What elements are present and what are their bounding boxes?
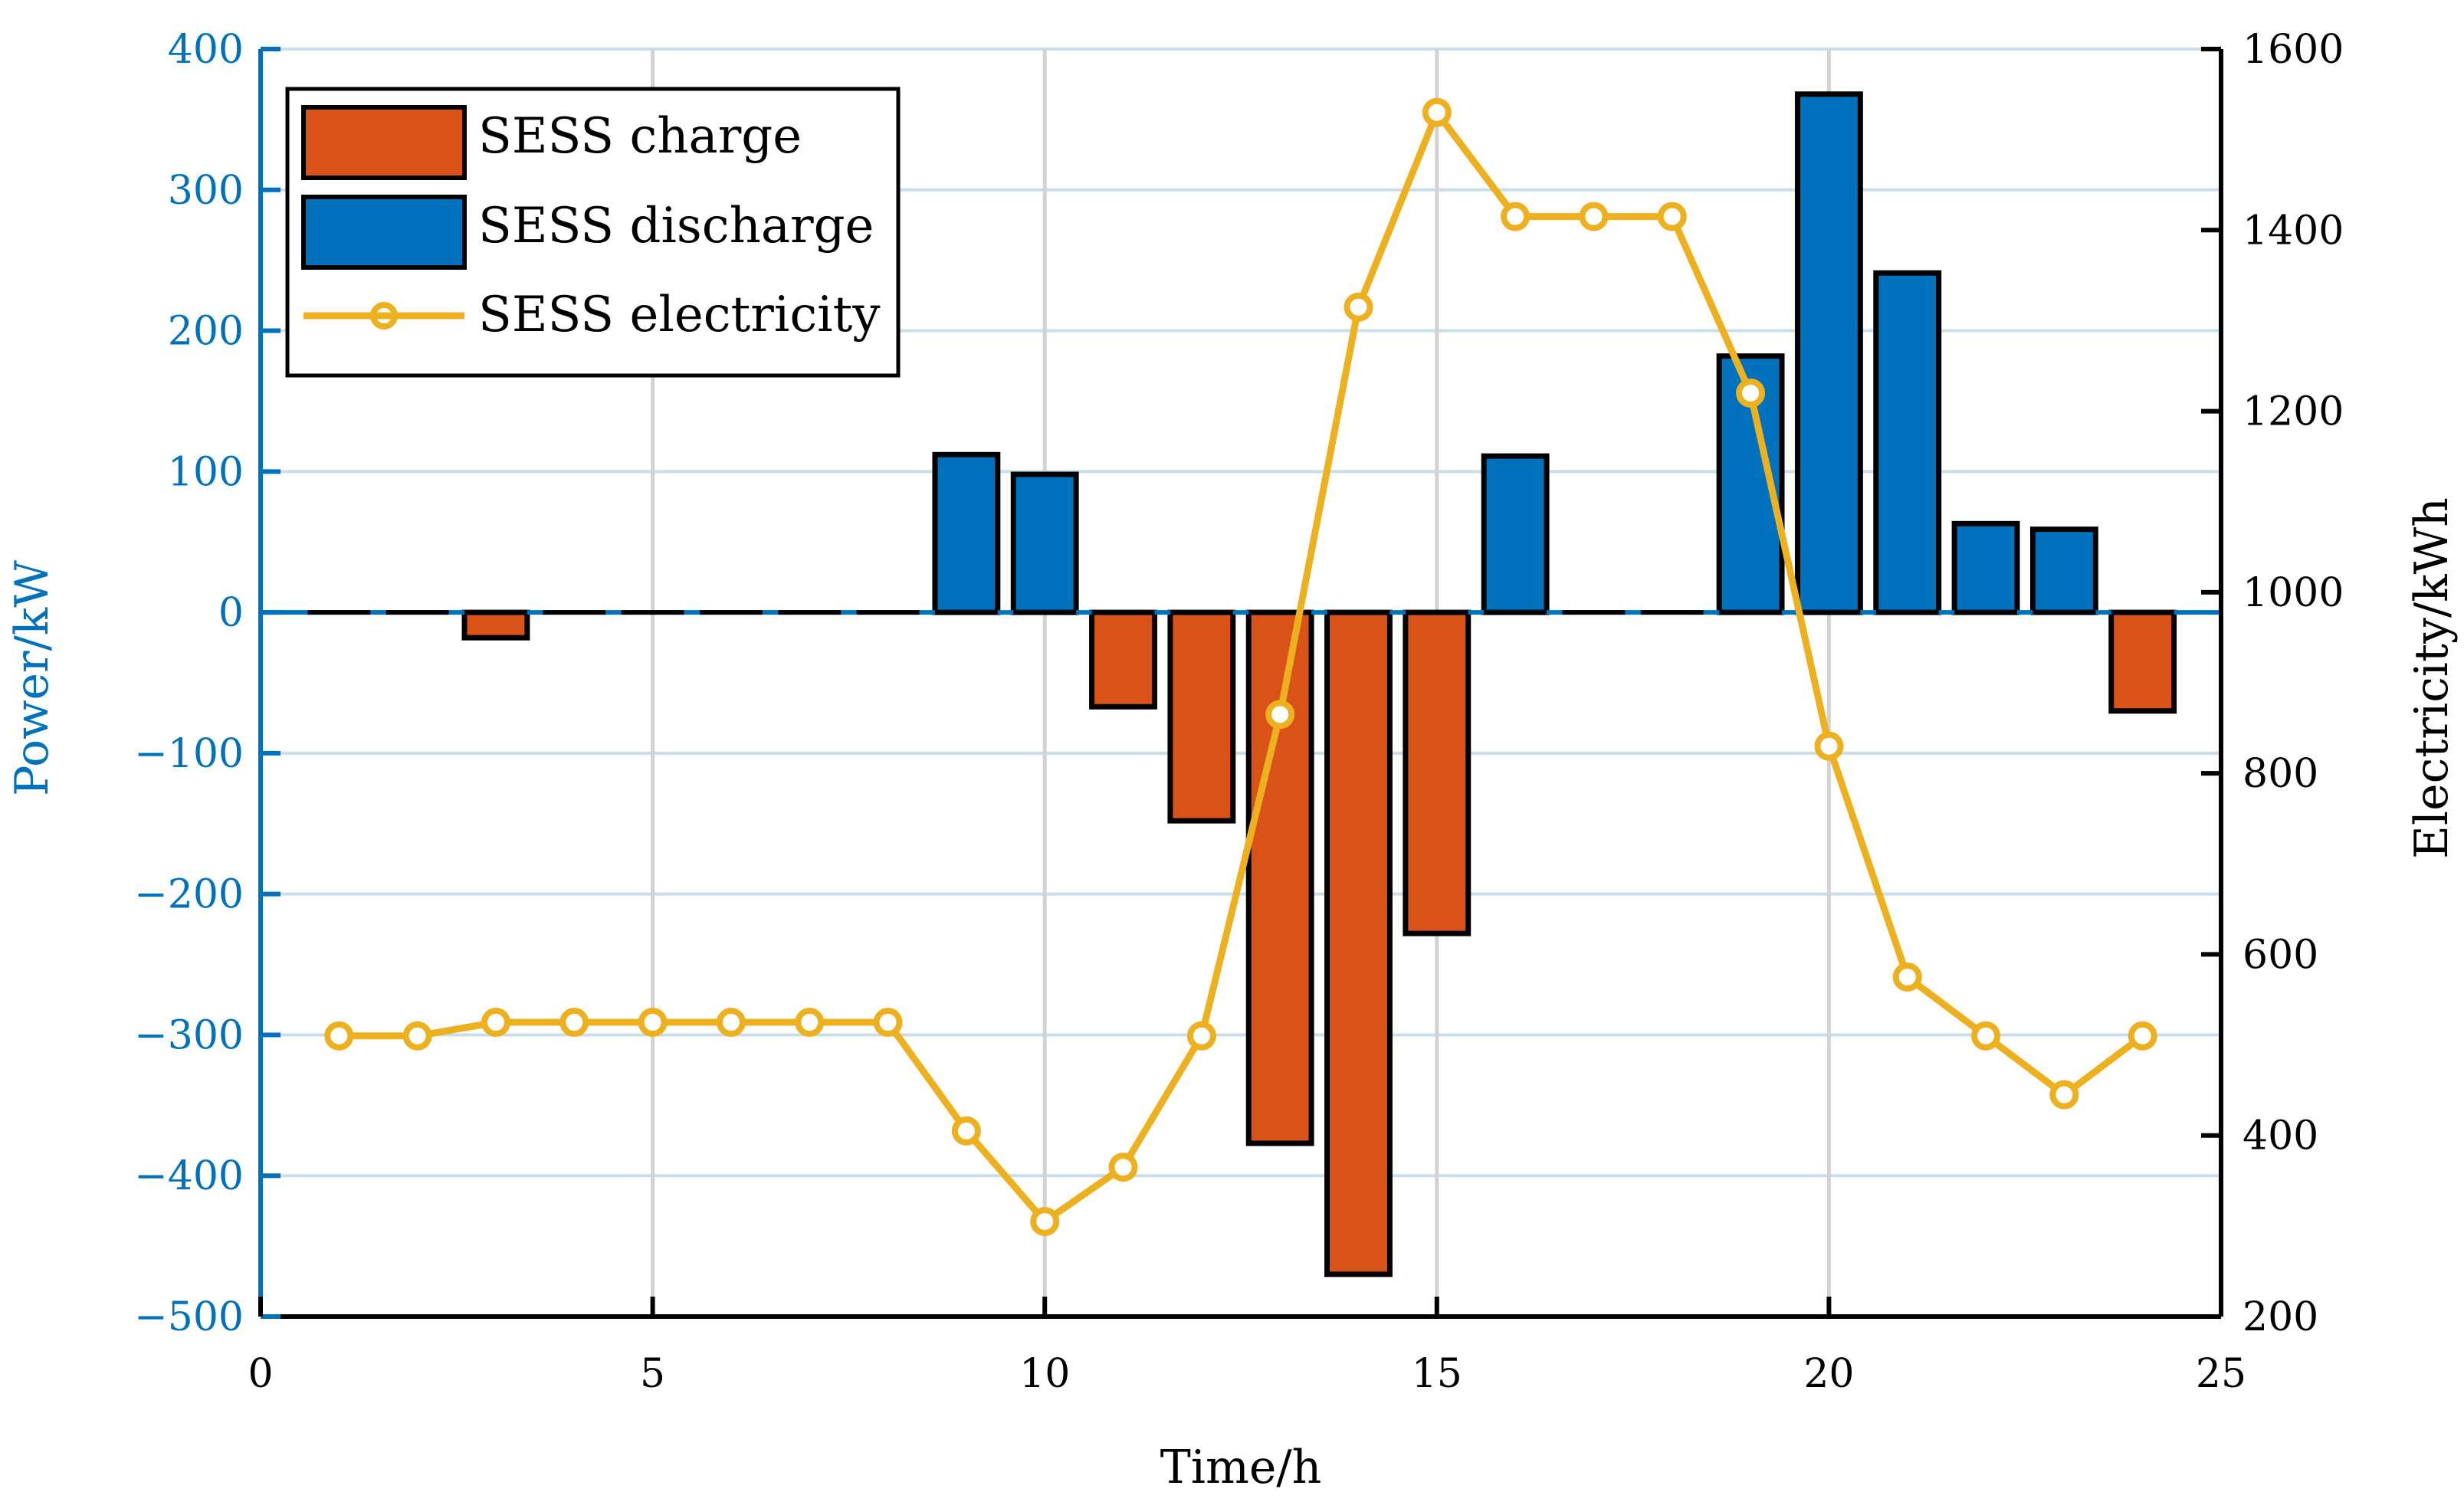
axes-layer [258,49,2223,1319]
x-tick-label: 0 [248,1351,273,1397]
electricity-marker [951,1116,981,1146]
electricity-marker [1814,731,1844,761]
y-right-tick-label: 200 [2243,1294,2318,1340]
electricity-marker [1108,1153,1138,1182]
y-right-tick-label: 1200 [2243,389,2344,435]
electricity-line-layer [324,97,2157,1236]
bar-discharge [1010,471,1079,615]
electricity-marker [1579,202,1609,231]
legend-marker-electricity [370,302,398,330]
y-left-tick-label: −500 [134,1294,244,1340]
electricity-marker [559,1008,589,1038]
electricity-marker [1892,962,1922,992]
legend: SESS charge SESS discharge SESS electric… [285,87,901,378]
bar-charge [1403,609,1472,936]
y-right-tick-label: 1000 [2243,570,2344,616]
x-tick-label: 15 [1412,1351,1462,1397]
y-left-tick-label: 300 [168,168,244,214]
electricity-marker [2049,1080,2079,1110]
legend-label-discharge: SESS discharge [478,198,874,254]
electricity-marker [1030,1206,1060,1236]
y-left-tick-label: −200 [134,872,244,918]
electricity-marker [402,1021,432,1051]
y-left-tick-label: 400 [168,27,244,73]
y-left-tick-label: 0 [218,590,244,636]
legend-label-electricity: SESS electricity [478,287,881,343]
y-right-tick-label: 400 [2243,1113,2318,1159]
electricity-marker [795,1008,825,1038]
y-right-tick-label: 800 [2243,751,2318,797]
electricity-marker [1657,202,1687,231]
y-left-tick-label: 200 [168,309,244,355]
bar-discharge [2029,526,2098,615]
legend-swatch-discharge [301,195,467,270]
y-left-tick-label: −100 [134,731,244,777]
y-right-tick-label: 1600 [2243,27,2344,73]
bars-layer [461,91,2177,1277]
electricity-marker [873,1008,903,1038]
electricity-marker [2128,1021,2157,1051]
bar-charge [1167,609,1236,824]
electricity-marker [324,1021,354,1051]
bar-discharge [1951,520,2020,615]
x-tick-label: 10 [1019,1351,1070,1397]
bar-charge [1324,609,1393,1277]
electricity-marker [1971,1021,2001,1051]
electricity-marker [716,1008,746,1038]
electricity-marker [1344,292,1373,322]
bar-discharge [1794,91,1863,615]
y-left-tick-label: −400 [134,1153,244,1199]
y-left-tick-label: 100 [168,449,244,495]
electricity-marker [1501,202,1531,231]
bar-discharge [1481,453,1550,615]
ticks-layer: 4003002001000−100−200−300−400−5001600140… [134,27,2344,1397]
y-right-tick-label: 1400 [2243,208,2344,254]
bar-charge [2108,609,2177,714]
x-axis-title: Time/h [1160,1441,1321,1494]
electricity-marker [1186,1021,1216,1051]
x-tick-label: 20 [1803,1351,1854,1397]
electricity-marker [481,1008,510,1038]
y-right-tick-label: 600 [2243,932,2318,978]
bar-charge [1089,609,1157,710]
bar-charge [1245,609,1314,1146]
bar-charge [461,609,530,641]
bar-discharge [1873,270,1942,615]
legend-swatch-charge [301,105,467,180]
legend-label-charge: SESS charge [478,108,802,165]
x-tick-label: 25 [2196,1351,2246,1397]
y-right-axis-title: Electricity/kWh [2405,497,2459,859]
electricity-marker [638,1008,668,1038]
y-left-axis-title: Power/kW [5,560,59,796]
electricity-marker [1736,378,1766,408]
bar-discharge [932,451,1001,615]
electricity-marker [1422,97,1452,127]
electricity-marker [1265,700,1295,730]
y-left-tick-label: −300 [134,1012,244,1058]
x-tick-label: 5 [640,1351,665,1397]
